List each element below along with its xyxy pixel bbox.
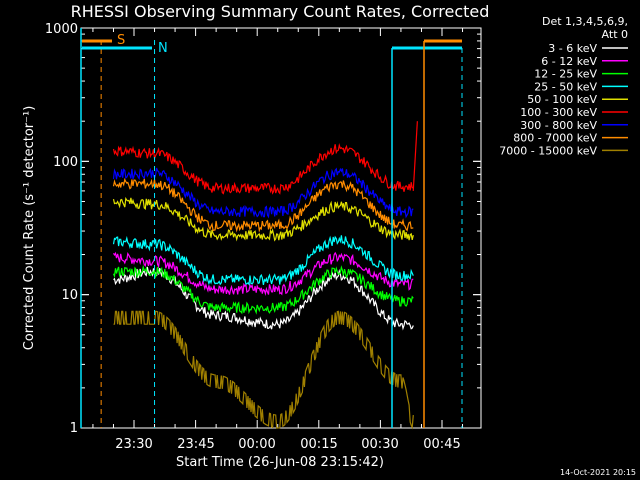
legend-header: Det 1,3,4,5,6,9, [542, 15, 628, 28]
y-tick-label: 100 [53, 155, 78, 170]
chart-title: RHESSI Observing Summary Count Rates, Co… [71, 2, 490, 21]
y-axis-label: Corrected Count Rate (s⁻¹ detector⁻¹) [22, 106, 37, 351]
series-line [112, 196, 414, 242]
marker-label-s: S [117, 33, 125, 48]
series-line [112, 143, 414, 195]
legend-label: 12 - 25 keV [534, 68, 597, 81]
y-tick-label: 1 [70, 421, 78, 436]
legend-label: 50 - 100 keV [527, 93, 597, 106]
series-line [112, 177, 414, 233]
legend-label: 6 - 12 keV [541, 55, 597, 68]
marker-label-n: N [158, 41, 168, 56]
x-tick-label: 00:00 [238, 437, 275, 452]
legend-label: 100 - 300 keV [520, 106, 597, 119]
series-line [112, 264, 414, 315]
x-tick-label: 23:30 [115, 437, 152, 452]
series-line [112, 167, 414, 219]
data-series [112, 121, 418, 430]
series-line [113, 266, 414, 331]
series-line [112, 235, 414, 286]
y-tick-label: 10 [61, 288, 78, 303]
x-axis-label: Start Time (26-Jun-08 23:15:42) [176, 455, 384, 470]
x-tick-label: 00:45 [423, 437, 460, 452]
legend-label: 25 - 50 keV [534, 80, 597, 93]
legend-label: 7000 - 15000 keV [499, 144, 597, 157]
legend-label: 3 - 6 keV [548, 42, 597, 55]
series-spike [412, 121, 418, 191]
legend-header: Att 0 [602, 28, 628, 41]
y-tick-label: 1000 [45, 22, 78, 37]
footer-timestamp: 14-Oct-2021 20:15 [560, 468, 636, 477]
series-line [112, 251, 414, 296]
legend-label: 300 - 800 keV [520, 119, 597, 132]
series-line [113, 310, 414, 430]
x-tick-label: 00:15 [300, 437, 337, 452]
x-tick-label: 00:30 [361, 437, 398, 452]
legend-label: 800 - 7000 keV [513, 132, 597, 145]
markers [80, 28, 463, 428]
x-tick-label: 23:45 [177, 437, 214, 452]
